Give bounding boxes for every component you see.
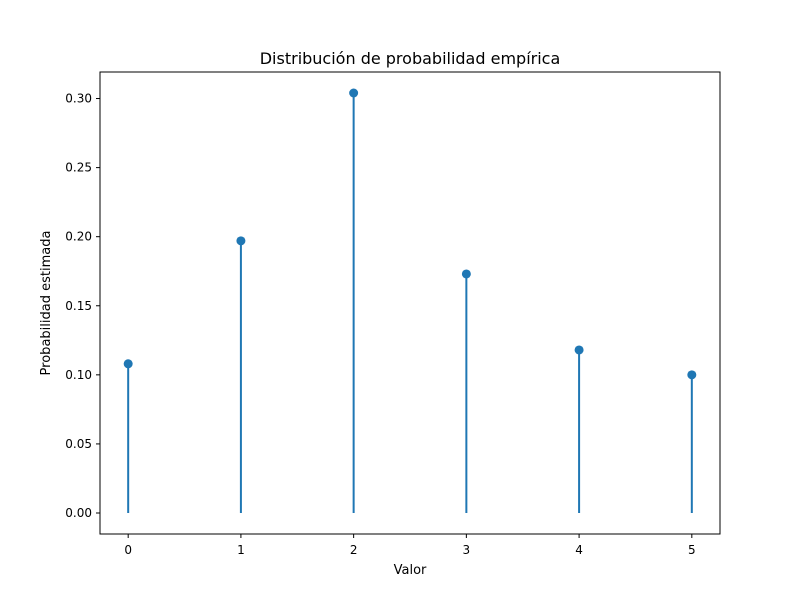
stem-marker: [574, 345, 584, 355]
plot-area: [100, 72, 720, 534]
stem-marker: [461, 269, 471, 279]
y-tick-label: 0.25: [65, 161, 92, 175]
x-axis-ticks: 0 1 2 3 4 5: [124, 534, 696, 557]
stem-markers: [123, 88, 697, 380]
x-tick-label: 1: [237, 543, 245, 557]
y-tick-label: 0.05: [65, 437, 92, 451]
x-tick-label: 3: [463, 543, 471, 557]
x-tick-label: 4: [575, 543, 583, 557]
x-tick-label: 0: [124, 543, 132, 557]
x-tick-label: 2: [350, 543, 358, 557]
x-tick-label: 5: [688, 543, 696, 557]
stem-marker: [349, 88, 359, 98]
y-tick-label: 0.30: [65, 92, 92, 106]
stem-marker: [687, 370, 697, 380]
chart-title: Distribución de probabilidad empírica: [260, 49, 561, 68]
y-axis-ticks: 0.00 0.05 0.10 0.15 0.20 0.25 0.30: [65, 92, 100, 520]
stem-marker: [236, 236, 246, 246]
y-tick-label: 0.15: [65, 299, 92, 313]
y-axis-label: Probabilidad estimada: [39, 231, 54, 376]
y-tick-label: 0.20: [65, 230, 92, 244]
x-axis-label: Valor: [394, 563, 427, 578]
y-tick-label: 0.10: [65, 368, 92, 382]
stem-lines: [127, 93, 693, 513]
plot-frame: [99, 71, 721, 535]
y-tick-label: 0.00: [65, 506, 92, 520]
stem-marker: [123, 359, 133, 369]
